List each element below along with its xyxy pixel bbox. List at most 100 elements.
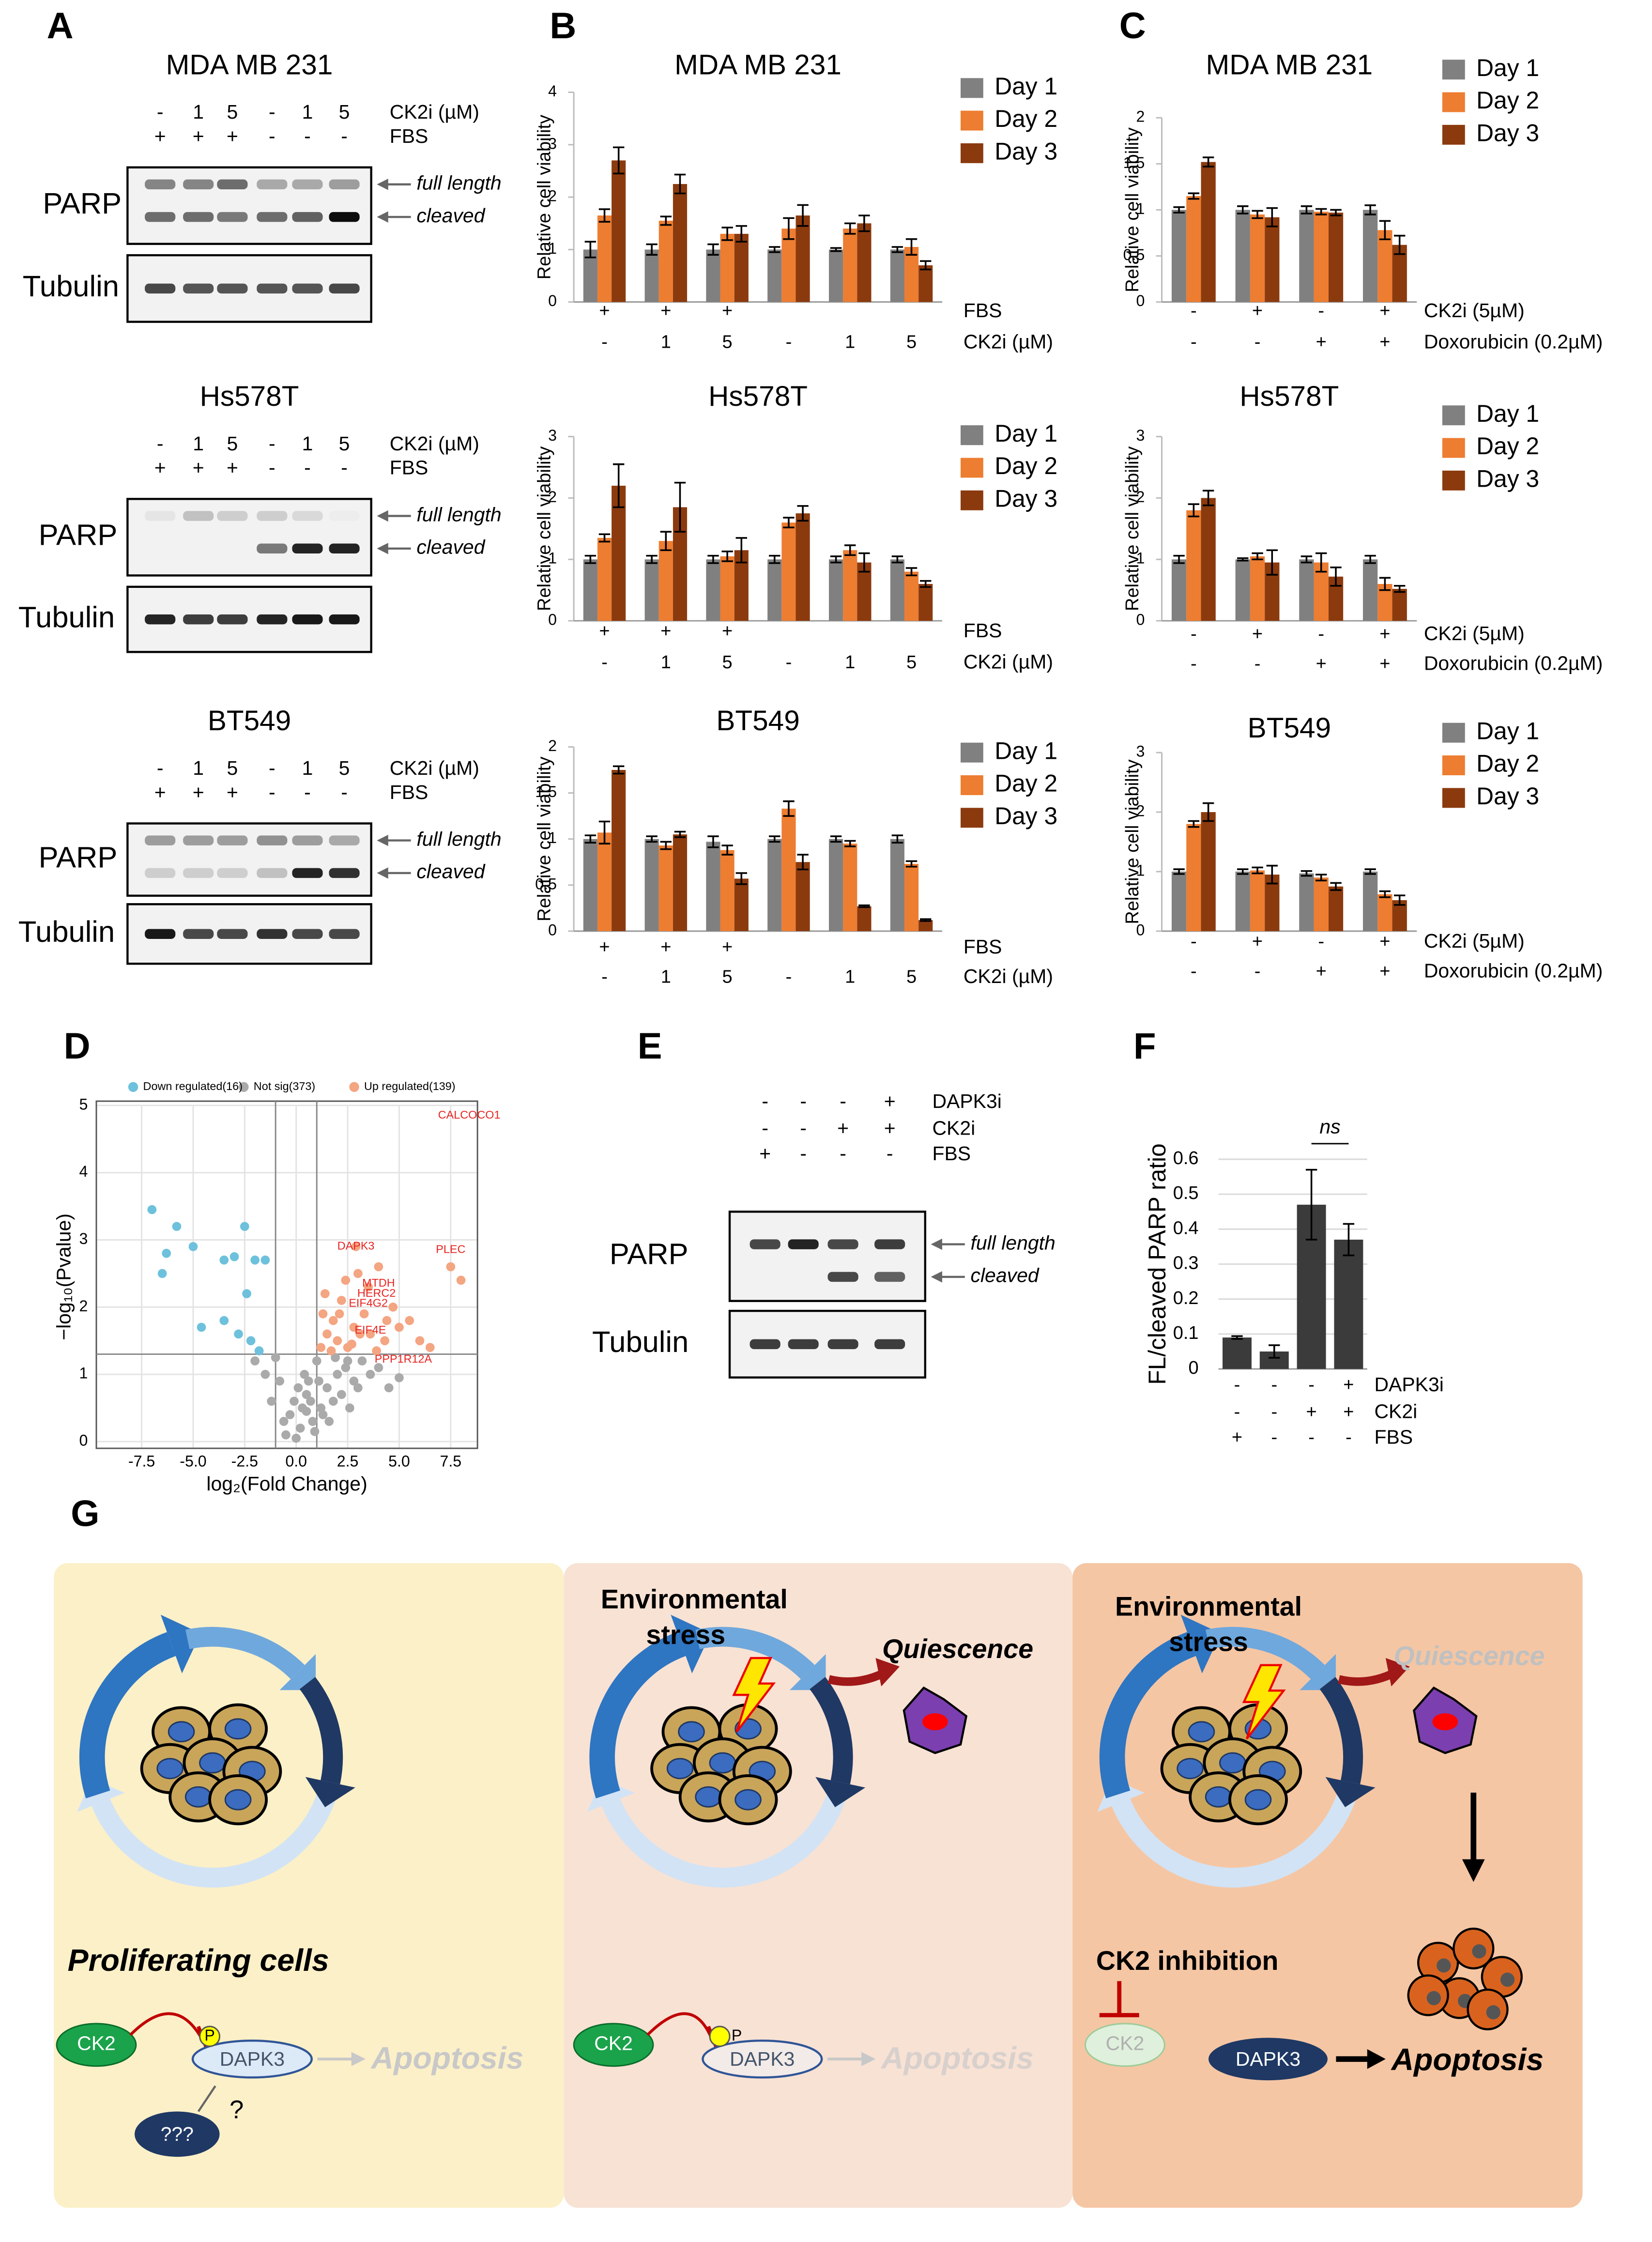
- shape: [1500, 1972, 1515, 1987]
- band: [257, 868, 288, 878]
- x-row-label: CK2i (µM): [964, 651, 1053, 673]
- blot-box: [126, 166, 372, 245]
- error-bar: [660, 531, 672, 551]
- y-axis-label: Relative cell viability: [535, 115, 555, 279]
- shape: [1325, 1777, 1376, 1808]
- shape: [666, 1758, 694, 1780]
- shape: [305, 1777, 355, 1808]
- bar: [583, 839, 597, 931]
- shape: [695, 1786, 722, 1808]
- x-row-label: FBS: [964, 619, 1002, 642]
- bar: [843, 229, 857, 302]
- bar: [1362, 210, 1378, 302]
- shape: [875, 1658, 900, 1687]
- x-row-sign: +: [722, 937, 733, 957]
- bar: [857, 223, 872, 302]
- bar: [1392, 589, 1407, 621]
- chart-title: BT549: [1248, 712, 1331, 744]
- x-tick-label: 2.5: [337, 1453, 359, 1470]
- band: [217, 179, 248, 189]
- point: [318, 1410, 328, 1419]
- error-bar: [920, 580, 932, 588]
- shape: [79, 1632, 176, 1798]
- point: [308, 1417, 318, 1426]
- bar: [918, 920, 933, 931]
- error-bar: [1173, 206, 1185, 214]
- x-row-label: CK2i (µM): [964, 330, 1053, 353]
- arrow-label: full length: [970, 1231, 1055, 1254]
- x-row-sign: 1: [661, 332, 671, 353]
- x-row-sign: +: [1379, 332, 1390, 353]
- legend-label: Day 2: [994, 452, 1057, 479]
- point: [446, 1262, 456, 1272]
- band: [750, 1239, 780, 1249]
- error-bar: [674, 173, 686, 195]
- shape: [199, 2026, 221, 2047]
- arrow-head: [377, 834, 388, 846]
- treatment-label: CK2i (µM): [390, 101, 479, 123]
- shape: [224, 1718, 252, 1740]
- x-row-sign: 5: [906, 332, 917, 353]
- y-tick-label: 2: [548, 737, 557, 754]
- shape: [1472, 1944, 1486, 1959]
- x-row-label: Doxorubicin (0.2µM): [1424, 960, 1603, 982]
- shape: [1188, 1721, 1215, 1743]
- chart-title: BT549: [716, 705, 799, 737]
- treatment-sign: +: [884, 1090, 896, 1112]
- arrow-head: [931, 1238, 942, 1250]
- y-tick-label: 1: [548, 829, 557, 846]
- treatment-sign: 1: [193, 757, 204, 779]
- bar: [658, 541, 673, 621]
- y-tick-label: 0.6: [1173, 1148, 1199, 1168]
- treatment-sign: 5: [227, 757, 238, 779]
- shape: [1437, 1958, 1451, 1973]
- treatment-sign: +: [884, 1117, 896, 1139]
- error-bar: [1252, 210, 1263, 219]
- legend-label: Day 2: [1476, 750, 1539, 777]
- band: [145, 179, 176, 189]
- error-bar: [1343, 1223, 1355, 1257]
- bar: [706, 842, 720, 931]
- legend-swatch: [1442, 405, 1465, 426]
- p-label: P: [732, 2027, 742, 2044]
- band: [292, 212, 323, 222]
- point: [341, 1275, 351, 1285]
- panel-label: B: [550, 5, 576, 46]
- x-row-sign: -: [1254, 654, 1261, 674]
- legend-label: Day 2: [1476, 87, 1539, 114]
- ck2-label: CK2: [77, 2032, 116, 2055]
- x-row-sign: -: [601, 967, 608, 987]
- error-bar: [920, 918, 932, 922]
- point: [242, 1289, 251, 1298]
- shape: [1385, 1658, 1410, 1687]
- error-bar: [721, 227, 733, 241]
- point: [357, 1356, 367, 1366]
- error-bar: [735, 872, 748, 885]
- bar: [583, 249, 597, 302]
- x-row-sign: +: [1379, 624, 1390, 644]
- treatment-sign: +: [193, 125, 204, 147]
- protein-label: PARP: [610, 1238, 688, 1271]
- error-bar: [598, 208, 611, 223]
- protein-label: PARP: [43, 187, 122, 220]
- protein-label: Tubulin: [23, 270, 119, 303]
- error-bar: [858, 215, 870, 232]
- x-row-sign: -: [1254, 961, 1261, 982]
- bar: [767, 249, 782, 302]
- bar: [658, 845, 673, 931]
- error-bar: [598, 533, 611, 543]
- x-row-sign: -: [786, 652, 792, 673]
- bar: [828, 559, 843, 621]
- treatment-label: DAPK3i: [932, 1090, 1001, 1112]
- error-bar: [612, 463, 625, 508]
- bar: [767, 559, 782, 621]
- legend-swatch: [1442, 438, 1465, 458]
- bar: [597, 537, 612, 621]
- x-row-sign: +: [1232, 1428, 1242, 1448]
- bar: [1377, 230, 1392, 302]
- y-tick-label: 1.5: [535, 783, 557, 800]
- error-bar: [721, 550, 733, 562]
- shape: [1242, 1664, 1286, 1740]
- error-bar: [584, 241, 597, 259]
